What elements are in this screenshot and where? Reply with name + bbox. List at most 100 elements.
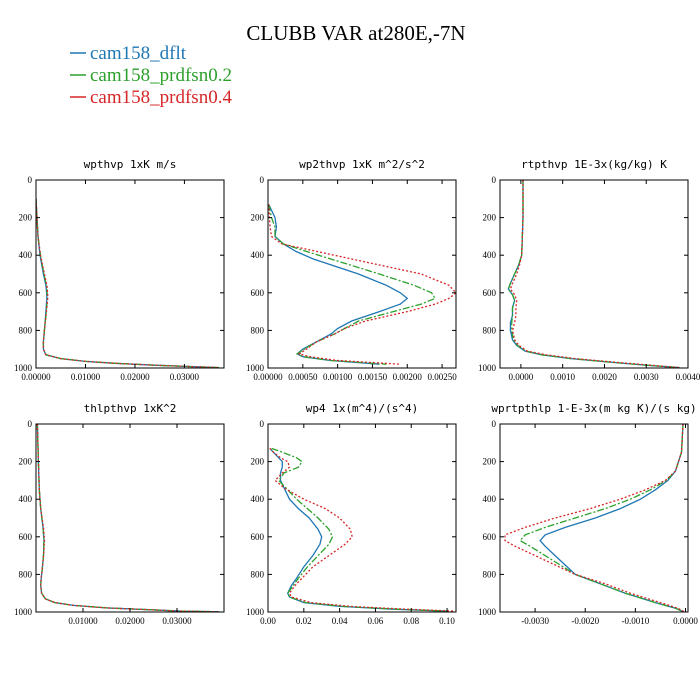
y-tick-label: 400 xyxy=(19,250,33,260)
panel-title: wprtpthlp 1-E-3x(m kg K)/(s kg) xyxy=(491,402,696,415)
series-line-prdfsn04 xyxy=(509,180,680,368)
series-line-dflt xyxy=(269,447,448,612)
x-tick-label: 0.02000 xyxy=(120,372,150,382)
panel-6: wprtpthlp 1-E-3x(m kg K)/(s kg) 0 200 400 60… xyxy=(478,402,698,626)
x-tick-label: 0.0020 xyxy=(592,372,617,382)
series-line-prdfsn02 xyxy=(271,447,448,612)
y-tick-label: 800 xyxy=(251,569,265,579)
y-tick-label: 800 xyxy=(483,325,497,335)
x-tick-label: 0.00250 xyxy=(427,372,457,382)
plot-frame xyxy=(35,423,225,613)
y-tick-label: 200 xyxy=(251,457,265,467)
series-line-dflt xyxy=(268,204,409,365)
x-tick-label: 0.01000 xyxy=(68,616,98,626)
panel-title: wp4 1x(m^4)/(s^4) xyxy=(306,402,419,415)
y-tick-label: 600 xyxy=(483,532,497,542)
series-line-prdfsn02 xyxy=(36,198,220,368)
y-tick-label: 0 xyxy=(260,175,265,185)
y-tick-label: 600 xyxy=(19,288,33,298)
series-line-prdfsn04 xyxy=(36,424,220,612)
y-tick-label: 600 xyxy=(251,288,265,298)
x-tick-label: -0.0030 xyxy=(521,616,549,626)
y-tick-label: 800 xyxy=(251,325,265,335)
panel-title: rtpthvp 1E-3x(kg/kg) K xyxy=(521,158,667,171)
y-tick-label: 800 xyxy=(19,325,33,335)
y-tick-label: 1000 xyxy=(246,607,265,617)
x-tick-label: -0.0010 xyxy=(621,616,649,626)
y-tick-label: 400 xyxy=(19,494,33,504)
plot-frame xyxy=(267,423,457,613)
y-tick-label: 400 xyxy=(251,250,265,260)
y-tick-label: 400 xyxy=(483,250,497,260)
series-line-prdfsn02 xyxy=(36,424,220,612)
x-tick-label: 0.0040 xyxy=(676,372,700,382)
x-tick-label: 0.00200 xyxy=(393,372,423,382)
series-line-prdfsn02 xyxy=(519,424,684,612)
x-tick-label: 0.08 xyxy=(403,616,419,626)
x-tick-label: 0.10 xyxy=(439,616,455,626)
x-tick-label: 0.06 xyxy=(368,616,384,626)
x-tick-label: 0.00100 xyxy=(323,372,353,382)
plot-frame xyxy=(267,179,457,369)
y-tick-label: 1000 xyxy=(478,607,497,617)
y-tick-label: 600 xyxy=(19,532,33,542)
series-line-prdfsn02 xyxy=(268,204,437,365)
y-tick-label: 200 xyxy=(251,213,265,223)
x-tick-label: 0.02000 xyxy=(115,616,145,626)
x-tick-label: 0.00 xyxy=(260,616,276,626)
panel-4: thlpthvp 1xK^2 0 200 400 600 800 1000 0.01000 0.… xyxy=(14,402,225,626)
y-tick-label: 1000 xyxy=(14,363,33,373)
series-line-prdfsn04 xyxy=(504,424,685,612)
series-line-prdfsn04 xyxy=(268,204,456,365)
x-tick-label: 0.00050 xyxy=(288,372,318,382)
y-tick-label: 200 xyxy=(19,213,33,223)
series-line-dflt xyxy=(507,180,680,368)
panel-title: wpthvp 1xK m/s xyxy=(84,158,177,171)
y-tick-label: 1000 xyxy=(14,607,33,617)
y-tick-label: 800 xyxy=(19,569,33,579)
x-tick-label: 0.0000 xyxy=(673,616,698,626)
x-tick-label: 0.00000 xyxy=(253,372,283,382)
x-tick-label: 0.02 xyxy=(296,616,312,626)
y-tick-label: 0 xyxy=(492,175,497,185)
y-tick-label: 400 xyxy=(483,494,497,504)
x-tick-label: 0.03000 xyxy=(162,616,192,626)
plot-frame xyxy=(499,179,689,369)
series-line-prdfsn04 xyxy=(269,447,455,612)
series-line-dflt xyxy=(36,198,220,368)
x-tick-label: -0.0020 xyxy=(571,616,599,626)
y-tick-label: 200 xyxy=(483,213,497,223)
panel-title: thlpthvp 1xK^2 xyxy=(84,402,177,415)
y-tick-label: 800 xyxy=(483,569,497,579)
plot-frame xyxy=(499,423,689,613)
y-tick-label: 1000 xyxy=(246,363,265,373)
y-tick-label: 200 xyxy=(483,457,497,467)
panel-title: wp2thvp 1xK m^2/s^2 xyxy=(299,158,425,171)
x-tick-label: 0.01000 xyxy=(71,372,101,382)
panel-2: wp2thvp 1xK m^2/s^2020040060080010000.00… xyxy=(246,158,457,382)
figure-title: CLUBB VAR at280E,-7N xyxy=(246,21,465,45)
legend-label-prdfsn02: cam158_prdfsn0.2 xyxy=(90,65,232,86)
legend-label-prdfsn04: cam158_prdfsn0.4 xyxy=(90,87,232,108)
x-tick-label: 0.0010 xyxy=(550,372,575,382)
legend: cam158_dflt cam158_prdfsn0.2 cam158_prdf… xyxy=(70,43,232,108)
y-tick-label: 0 xyxy=(260,419,265,429)
x-tick-label: 0.0030 xyxy=(634,372,659,382)
x-tick-label: 0.00150 xyxy=(358,372,388,382)
series-line-prdfsn02 xyxy=(507,180,680,368)
x-tick-label: 0.03000 xyxy=(170,372,200,382)
y-tick-label: 1000 xyxy=(478,363,497,373)
y-tick-label: 0 xyxy=(28,175,33,185)
panel-3: rtpthvp 1E-3x(kg/kg) K 0 200 400 600 800 1000 0… xyxy=(478,158,700,382)
legend-label-dflt: cam158_dflt xyxy=(90,43,187,64)
y-tick-label: 0 xyxy=(492,419,497,429)
series-line-dflt xyxy=(36,424,220,612)
y-tick-label: 600 xyxy=(251,532,265,542)
y-tick-label: 400 xyxy=(251,494,265,504)
x-tick-label: 0.00000 xyxy=(21,372,51,382)
x-tick-label: 0.0000 xyxy=(509,372,534,382)
